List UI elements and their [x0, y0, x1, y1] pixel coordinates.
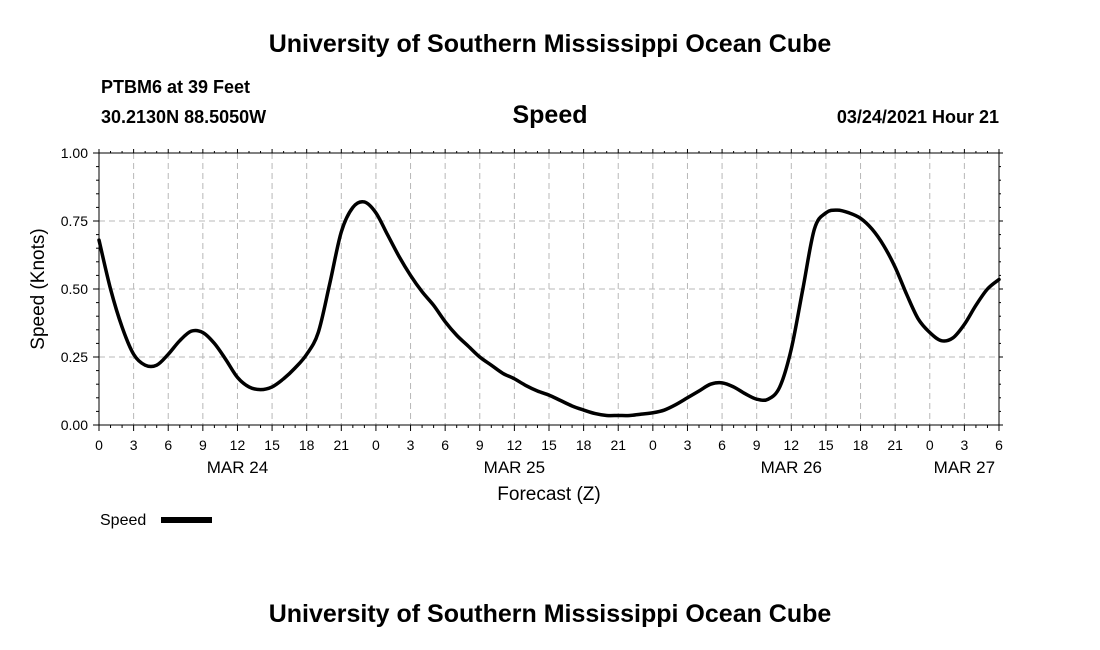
date-label: MAR 24 [207, 458, 268, 477]
y-tick-label: 0.00 [61, 417, 88, 433]
coordinates-label: 30.2130N 88.5050W [101, 107, 267, 127]
x-tick-label: 12 [507, 437, 523, 453]
footer-title: University of Southern Mississippi Ocean… [268, 600, 832, 628]
x-tick-label: 6 [441, 437, 449, 453]
station-label: PTBM6 at 39 Feet [101, 77, 251, 97]
x-tick-label: 6 [995, 437, 1003, 453]
x-tick-label: 21 [334, 437, 350, 453]
chart-grid [99, 153, 999, 425]
x-tick-label: 15 [541, 437, 557, 453]
x-tick-label: 6 [718, 437, 726, 453]
x-tick-label: 15 [818, 437, 834, 453]
x-tick-label: 9 [476, 437, 484, 453]
speed-series-line [97, 199, 1001, 418]
x-tick-label: 18 [853, 437, 869, 453]
x-tick-label: 0 [649, 437, 657, 453]
page-title: University of Southern Mississippi Ocean… [268, 30, 832, 58]
x-tick-label: 3 [684, 437, 692, 453]
timestamp-label: 03/24/2021 Hour 21 [836, 107, 999, 127]
x-tick-label: 18 [576, 437, 592, 453]
x-axis-label: Forecast (Z) [497, 484, 600, 505]
x-tick-label: 0 [926, 437, 934, 453]
x-tick-label: 9 [753, 437, 761, 453]
y-tick-label: 1.00 [61, 145, 88, 161]
x-tick-label: 6 [164, 437, 172, 453]
x-tick-label: 0 [372, 437, 380, 453]
legend-label: Speed [100, 512, 146, 529]
date-label: MAR 25 [484, 458, 545, 477]
x-tick-label: 21 [887, 437, 903, 453]
x-tick-label: 3 [960, 437, 968, 453]
x-tick-label: 18 [299, 437, 315, 453]
date-labels: MAR 24 MAR 25 MAR 26 MAR 27 [207, 458, 995, 477]
y-tick-labels: 0.00 0.25 0.50 0.75 1.00 [61, 145, 88, 433]
chart-subtitle: Speed [512, 101, 588, 129]
x-tick-label: 21 [610, 437, 626, 453]
y-tick-label: 0.25 [61, 349, 88, 365]
x-tick-label: 3 [407, 437, 415, 453]
y-axis-label: Speed (Knots) [28, 228, 49, 349]
date-label: MAR 27 [934, 458, 995, 477]
y-tick-label: 0.50 [61, 281, 88, 297]
x-tick-label: 0 [95, 437, 103, 453]
y-tick-label: 0.75 [61, 213, 88, 229]
axis-ticks [93, 149, 1003, 431]
x-tick-label: 12 [784, 437, 800, 453]
x-tick-label: 12 [230, 437, 246, 453]
x-tick-labels: 0 3 6 9 12 15 18 21 0 3 6 9 12 15 18 21 0 3 6 9 12 15 18 21 0 3 6 [95, 437, 1003, 453]
x-tick-label: 3 [130, 437, 138, 453]
x-tick-label: 15 [264, 437, 280, 453]
date-label: MAR 26 [761, 458, 822, 477]
x-tick-label: 9 [199, 437, 207, 453]
